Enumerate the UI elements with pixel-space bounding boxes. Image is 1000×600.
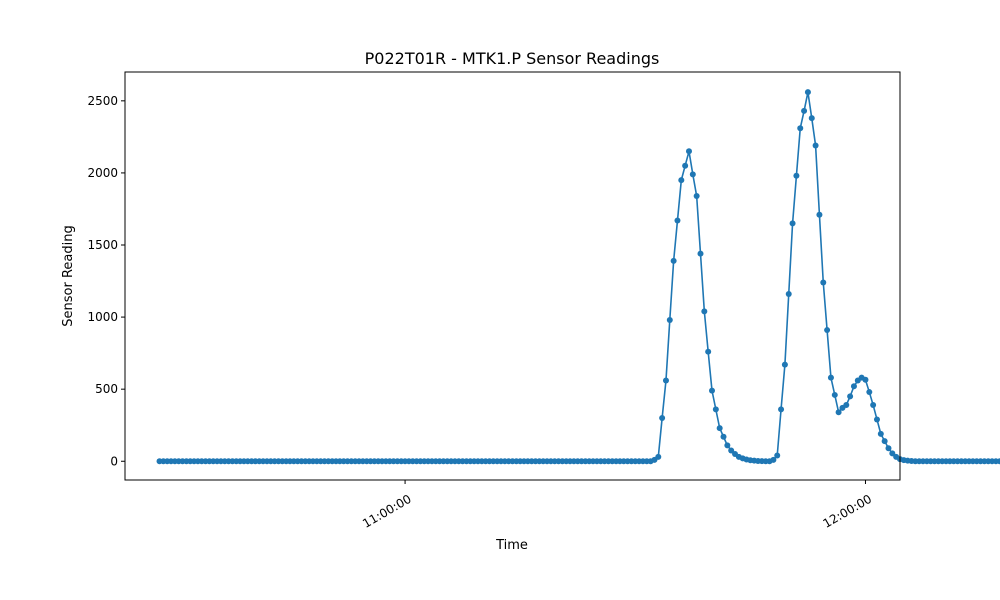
y-tick-label: 1000 [87, 310, 118, 324]
data-point [712, 406, 719, 413]
y-axis-label: Sensor Reading [61, 225, 76, 326]
data-point [996, 458, 1000, 465]
data-point [774, 452, 781, 459]
y-axis: 0 500 1000 1500 2000 2500 [87, 94, 125, 468]
data-point [670, 257, 677, 264]
y-tick-label: 1500 [87, 238, 118, 252]
x-axis-label: Time [495, 538, 528, 553]
data-point [889, 450, 896, 457]
data-point [885, 445, 892, 452]
y-tick-label: 2000 [87, 166, 118, 180]
data-point [808, 115, 815, 122]
data-point [701, 308, 708, 315]
data-point [666, 316, 673, 323]
y-tick-label: 0 [110, 454, 118, 468]
data-point [820, 279, 827, 286]
data-point [689, 171, 696, 178]
data-point [709, 387, 715, 394]
chart-title: P022T01R - MTK1.P Sensor Readings [365, 49, 660, 68]
data-point [678, 177, 685, 184]
data-point [816, 211, 823, 218]
data-point [724, 442, 731, 449]
plot-marks [156, 89, 1000, 465]
data-point [850, 383, 857, 390]
data-point [789, 220, 796, 227]
data-point [831, 391, 838, 398]
data-point [827, 374, 834, 381]
data-point [674, 217, 681, 224]
data-point [866, 389, 873, 396]
data-point [881, 438, 888, 445]
data-point [716, 425, 723, 432]
data-point [662, 377, 669, 384]
data-point [862, 376, 869, 383]
data-point [873, 416, 880, 423]
data-point [835, 409, 842, 416]
data-point [705, 348, 712, 355]
data-point [797, 125, 804, 132]
data-point [843, 402, 850, 409]
y-tick-label: 2500 [87, 94, 118, 108]
y-tick-label: 500 [95, 382, 118, 396]
data-point [770, 456, 777, 463]
x-axis: 11:00:00 12:00:00 [360, 480, 874, 531]
data-point [793, 172, 800, 179]
data-point [877, 430, 884, 437]
data-point [778, 406, 785, 413]
data-point [728, 447, 735, 454]
data-point [685, 148, 692, 155]
data-point [720, 433, 727, 440]
data-point [659, 415, 666, 422]
data-point [812, 142, 819, 149]
data-point [693, 192, 700, 199]
data-point [682, 162, 689, 169]
data-point [847, 393, 854, 400]
data-point [697, 250, 704, 257]
plot-frame [124, 71, 901, 481]
x-tick-label: 12:00:00 [820, 492, 874, 531]
data-point [781, 361, 788, 368]
data-point [824, 327, 831, 334]
x-tick-label: 11:00:00 [360, 492, 414, 531]
data-point [785, 291, 792, 298]
data-point [804, 89, 811, 96]
data-point [655, 453, 662, 460]
data-point [801, 107, 808, 114]
data-point [870, 402, 877, 409]
